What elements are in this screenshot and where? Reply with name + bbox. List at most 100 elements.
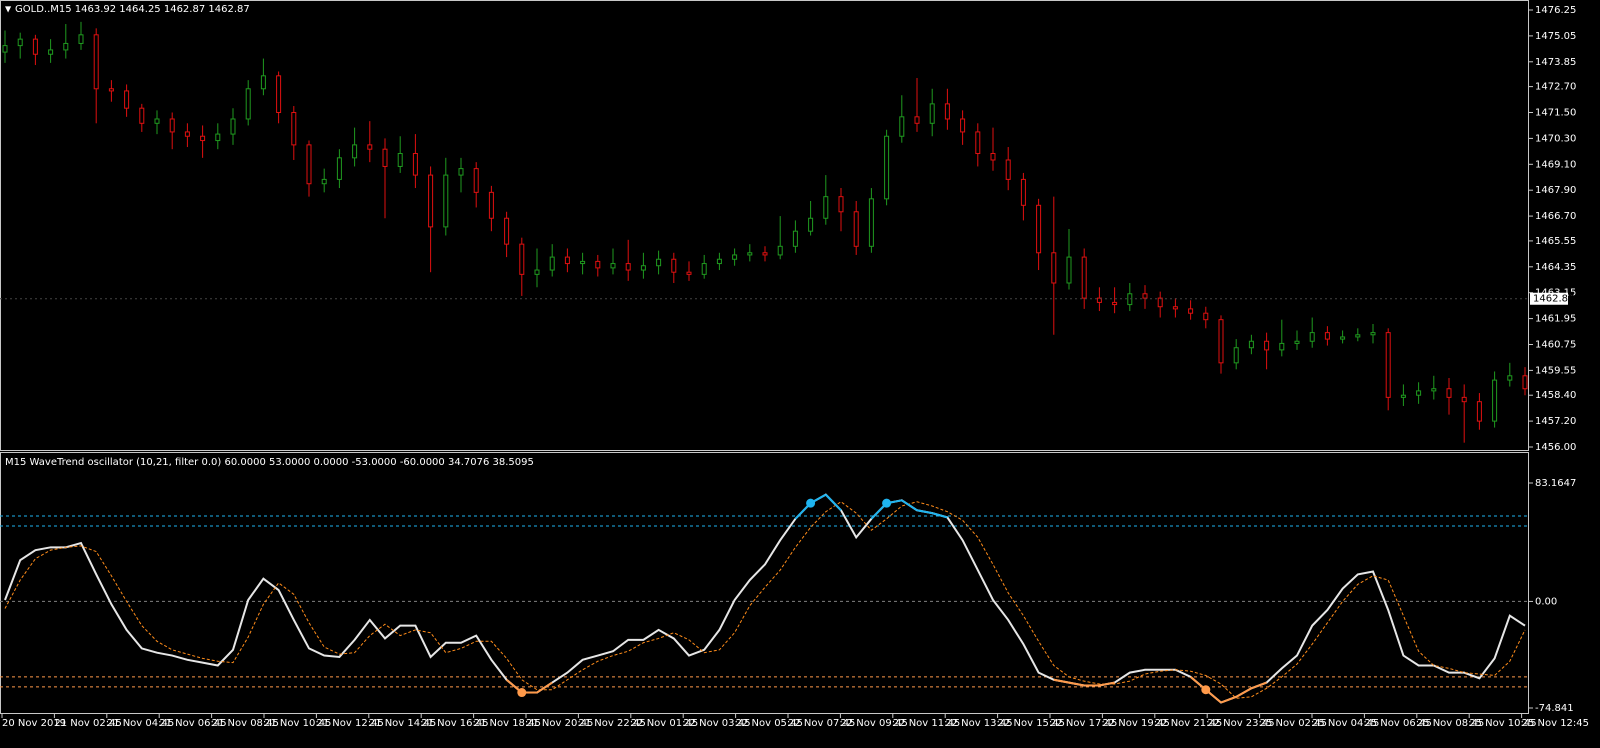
- highlight-segment: [901, 499, 918, 512]
- candle-body: [63, 42, 69, 51]
- candle-body: [1020, 178, 1026, 206]
- y-tick-label: 1465.55: [1535, 236, 1576, 247]
- candle-body: [792, 230, 798, 247]
- candle-body: [428, 174, 434, 228]
- candle-body: [838, 196, 844, 213]
- highlight-segment: [825, 493, 842, 511]
- x-tick-label: 21 Nov 18:45: [474, 718, 541, 729]
- candle-body: [701, 263, 707, 275]
- candle-body: [1142, 293, 1148, 299]
- y-tick-label: 1467.90: [1535, 185, 1576, 196]
- signal-line: [4, 501, 1526, 699]
- candle-body: [367, 144, 373, 150]
- candle-body: [580, 260, 586, 265]
- candle-body: [336, 157, 342, 180]
- candle-body: [276, 75, 282, 114]
- y-tick-label: 1458.40: [1535, 390, 1576, 401]
- highlight-segment: [886, 499, 902, 505]
- x-tick-label: 22 Nov 05:45: [736, 718, 803, 729]
- candle-body: [48, 49, 54, 55]
- candle-body: [1081, 256, 1087, 299]
- candle-body: [458, 168, 464, 176]
- x-tick-label: 20 Nov 2019: [2, 718, 66, 729]
- candle-body: [215, 133, 221, 142]
- candle-body: [640, 265, 646, 271]
- x-tick-label: 25 Nov 12:45: [1522, 718, 1589, 729]
- candle-body: [1157, 297, 1163, 308]
- candle-body: [595, 260, 601, 269]
- candle-body: [716, 258, 722, 265]
- candle-body: [868, 198, 874, 247]
- candle-body: [1400, 394, 1406, 398]
- candle-body: [443, 174, 449, 228]
- y-tick-label: 1464.35: [1535, 262, 1576, 273]
- candle-body: [808, 217, 814, 232]
- highlight-segment: [916, 509, 933, 515]
- candle-body: [321, 178, 327, 185]
- highlight-segment: [1068, 681, 1085, 687]
- candle-body: [823, 196, 829, 219]
- candle-body: [960, 118, 966, 133]
- candle-body: [78, 34, 84, 44]
- x-tick-label: 22 Nov 09:45: [840, 718, 907, 729]
- candle-body: [777, 245, 783, 256]
- candle-body: [473, 168, 479, 193]
- candle-body: [990, 153, 996, 161]
- y-tick-label: 1469.10: [1535, 159, 1576, 170]
- candle-body: [899, 116, 905, 137]
- y-tick-label: 1456.00: [1535, 442, 1576, 453]
- y-tick-label: 83.1647: [1535, 478, 1576, 489]
- candle-body: [944, 103, 950, 120]
- candle-body: [245, 88, 251, 120]
- x-tick-label: 25 Nov 02:45: [1260, 718, 1327, 729]
- chart-title: GOLD..M15 1463.92 1464.25 1462.87 1462.8…: [15, 4, 250, 15]
- candle-body: [610, 263, 616, 269]
- y-tick-label: 1457.20: [1535, 416, 1576, 427]
- y-tick-label: 1470.30: [1535, 133, 1576, 144]
- x-tick-label: 22 Nov 11:45: [893, 718, 960, 729]
- x-tick-label: 21 Nov 10:45: [264, 718, 331, 729]
- x-tick-label: 21 Nov 08:45: [212, 718, 279, 729]
- candle-body: [260, 75, 266, 90]
- candle-body: [1233, 347, 1239, 364]
- candle-body: [686, 271, 692, 275]
- candle-body: [1416, 390, 1422, 396]
- candle-body: [549, 256, 555, 271]
- candle-body: [1112, 301, 1118, 306]
- y-tick-label: 1460.75: [1535, 339, 1576, 350]
- candle-body: [1476, 401, 1482, 422]
- candle-body: [2, 45, 8, 53]
- candle-body: [1203, 312, 1209, 321]
- candle-body: [382, 148, 388, 167]
- y-tick-label: -74.841: [1535, 703, 1574, 714]
- candle-body: [291, 112, 297, 146]
- highlight-segment: [931, 512, 948, 519]
- x-tick-label: 22 Nov 23:45: [1207, 718, 1274, 729]
- candle-body: [1036, 204, 1042, 254]
- candle-body: [1340, 336, 1346, 340]
- candle-body: [564, 256, 570, 265]
- menu-arrow[interactable]: ▼: [5, 5, 12, 14]
- candle-body: [93, 34, 99, 90]
- candle-body: [139, 107, 145, 124]
- candle-body: [519, 243, 525, 275]
- y-tick-label: 1475.05: [1535, 31, 1576, 42]
- highlight-segment: [1099, 681, 1115, 687]
- candle-body: [200, 135, 206, 142]
- candle-body: [914, 116, 920, 124]
- x-tick-label: 25 Nov 08:45: [1417, 718, 1484, 729]
- candle-body: [1385, 332, 1391, 398]
- candle-body: [1431, 388, 1437, 392]
- candle-body: [1096, 297, 1102, 303]
- candle-body: [929, 103, 935, 124]
- y-tick-label: 1461.95: [1535, 314, 1576, 325]
- candle-body: [1066, 256, 1072, 284]
- x-tick-label: 22 Nov 21:45: [1155, 718, 1222, 729]
- candle-body: [1279, 342, 1285, 351]
- candle-body: [1324, 332, 1330, 340]
- highlight-segment: [1053, 678, 1070, 684]
- candle-body: [1294, 340, 1300, 344]
- y-tick-label: 0.00: [1535, 596, 1557, 607]
